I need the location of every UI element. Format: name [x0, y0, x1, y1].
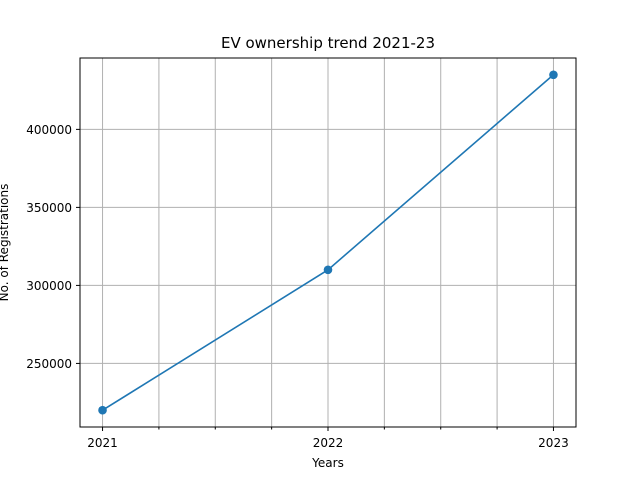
data-point: [98, 405, 107, 415]
data-point: [323, 265, 333, 275]
y-axis-label: No. of Registrations: [0, 184, 11, 302]
data-series: [98, 70, 558, 415]
x-tick-label: 2023: [538, 436, 569, 450]
chart-title: EV ownership trend 2021-23: [221, 34, 435, 52]
y-tick-labels: 250000 300000 350000 400000: [26, 123, 72, 371]
x-tick-labels: 2021 2022 2023: [87, 436, 568, 450]
y-tick-label: 300000: [26, 279, 72, 293]
grid-lines: [80, 58, 576, 427]
x-tick-label: 2022: [313, 436, 344, 450]
x-tick-label: 2021: [87, 436, 118, 450]
y-tick-label: 250000: [26, 357, 72, 371]
y-tick-label: 400000: [26, 123, 72, 137]
y-tick-label: 350000: [26, 201, 72, 215]
x-axis-label: Years: [311, 456, 344, 470]
data-point: [549, 70, 558, 80]
tick-marks: [76, 128, 554, 431]
